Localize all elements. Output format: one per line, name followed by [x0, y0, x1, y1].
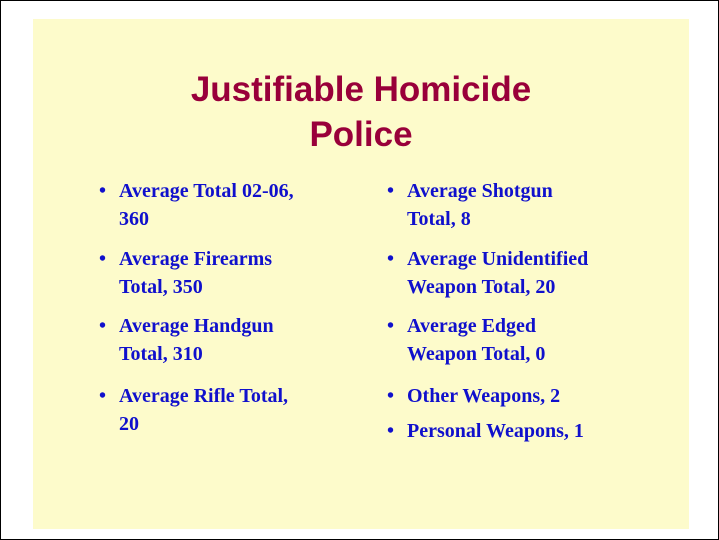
- bullet-dot: •: [387, 420, 395, 442]
- bullet-text: Average Edged: [407, 315, 537, 337]
- bullet-item: • Personal Weapons, 1: [387, 417, 584, 445]
- bullet-dot: •: [387, 180, 395, 202]
- bullet-dot: •: [387, 315, 395, 337]
- bullet-text: Weapon Total, 20: [407, 276, 556, 298]
- bullet-text: Total, 310: [119, 343, 203, 365]
- bullet-text: Average Rifle Total,: [119, 385, 289, 407]
- bullet-item: • Average Rifle Total, 20: [99, 382, 289, 438]
- bullet-dot: •: [99, 315, 107, 337]
- slide-panel: Justifiable Homicide Police • Average Total…: [33, 19, 689, 529]
- bullet-item: • Average Total 02-06, 360: [99, 177, 294, 233]
- bullet-text: Average Shotgun: [407, 180, 553, 202]
- bullet-dot: •: [99, 180, 107, 202]
- bullet-item: • Average Handgun Total, 310: [99, 312, 274, 368]
- bullet-text: 20: [119, 413, 139, 435]
- slide-title: Justifiable Homicide: [190, 70, 532, 109]
- bullet-text: Personal Weapons, 1: [407, 420, 584, 442]
- bullet-text: Total, 350: [119, 276, 203, 298]
- bullet-text: Average Handgun: [119, 315, 274, 337]
- bullet-text: Average Firearms: [119, 248, 273, 270]
- bullet-item: • Average Shotgun Total, 8: [387, 177, 553, 233]
- bullet-text: Other Weapons, 2: [407, 385, 561, 407]
- bullet-dot: •: [99, 248, 107, 270]
- bullet-text: Average Unidentified: [407, 248, 589, 270]
- bullet-item: • Average Firearms Total, 350: [99, 245, 273, 301]
- bullet-dot: •: [99, 385, 107, 407]
- bullet-dot: •: [387, 248, 395, 270]
- slide-title: Police: [309, 115, 413, 154]
- bullet-item: • Other Weapons, 2: [387, 382, 561, 410]
- bullet-item: • Average Edged Weapon Total, 0: [387, 312, 546, 368]
- bullet-text: Total, 8: [407, 208, 471, 230]
- bullet-text: 360: [119, 208, 149, 230]
- bullet-dot: •: [387, 385, 395, 407]
- bullet-item: • Average Unidentified Weapon Total, 20: [387, 245, 589, 301]
- bullet-text: Average Total 02-06,: [119, 180, 294, 202]
- bullet-text: Weapon Total, 0: [407, 343, 546, 365]
